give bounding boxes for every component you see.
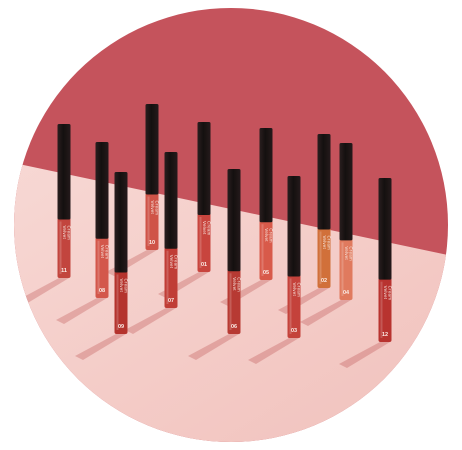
tube-cap [227, 169, 241, 272]
tube-highlight [166, 250, 169, 304]
tube-shadow [56, 298, 107, 324]
tube-label-line2: Cream [297, 282, 302, 297]
tube-shadow [125, 308, 176, 334]
tube-shadow [75, 334, 126, 360]
tube-cap [114, 172, 128, 273]
tube-label-line2: Cream [388, 286, 393, 301]
tube-cap [164, 152, 178, 249]
tube-label-line2: Cream [349, 246, 354, 261]
tube-label-line2: Cream [124, 278, 129, 293]
tube-number: 07 [168, 298, 174, 304]
tube-body [197, 213, 211, 272]
tube-body [145, 192, 159, 250]
tube-label-line1: Velvet [264, 228, 269, 242]
tube-body [164, 246, 178, 308]
tube-cap [259, 128, 273, 223]
lip-gloss-tube: Velvet Cream 11 [57, 124, 72, 278]
tube-label-line1: Velvet [322, 235, 327, 249]
tube-highlight [229, 273, 232, 330]
tube-cap [197, 122, 211, 215]
tube-cap [287, 176, 301, 277]
tube-label-line1: Velvet [119, 278, 124, 292]
tube-cap [95, 142, 109, 239]
lip-gloss-tube: Velvet Cream 08 [95, 142, 110, 298]
tube-body [339, 238, 353, 300]
tube-number: 10 [149, 240, 155, 246]
tube-cap [57, 124, 71, 220]
tube-number: 09 [118, 324, 124, 330]
lip-gloss-tube: Velvet Cream 01 [197, 122, 212, 272]
tube-highlight [261, 224, 264, 276]
tube-number: 08 [99, 288, 105, 294]
tube-shadow [18, 278, 69, 304]
tube-number: 01 [201, 262, 207, 268]
tube-cap [145, 104, 159, 195]
tube-cap [378, 178, 392, 280]
tube-number: 02 [321, 278, 327, 284]
tube-label-line2: Cream [269, 228, 274, 243]
tube-label-line2: Cream [105, 245, 110, 260]
lip-gloss-tube: Velvet Cream 02 [317, 134, 332, 288]
lip-gloss-tube: Velvet Cream 03 [287, 176, 302, 338]
tube-highlight [341, 242, 344, 296]
tube-body [259, 220, 273, 280]
tube-label-line1: Velvet [150, 201, 155, 215]
tube-label-line1: Velvet [100, 245, 105, 259]
tube-label-line1: Velvet [344, 246, 349, 260]
tube-body [114, 270, 128, 334]
tube-label-line2: Cream [237, 277, 242, 292]
tube-shadow [300, 300, 351, 326]
tube-number: 03 [291, 328, 297, 334]
tube-highlight [147, 196, 150, 246]
lip-gloss-tube: Velvet Cream 07 [164, 152, 179, 308]
tube-label-line2: Cream [207, 221, 212, 236]
tube-number: 05 [263, 270, 269, 276]
lip-gloss-tube: Velvet Cream 05 [259, 128, 274, 280]
tube-body [378, 277, 392, 342]
tube-highlight [97, 240, 100, 294]
tube-label-line1: Velvet [202, 221, 207, 235]
tube-body [95, 236, 109, 298]
tube-label-line2: Cream [174, 255, 179, 270]
tube-highlight [319, 231, 322, 284]
tube-cap [317, 134, 331, 230]
lip-gloss-tube: Velvet Cream 10 [145, 104, 160, 250]
tube-highlight [199, 217, 202, 268]
tube-number: 04 [343, 290, 350, 296]
tube-shadow [188, 334, 239, 360]
tube-body [57, 217, 71, 278]
tube-number: 12 [382, 332, 388, 338]
tube-label-line1: Velvet [169, 255, 174, 269]
tube-label-line1: Velvet [292, 282, 297, 296]
tube-label-line2: Cream [327, 235, 332, 250]
tube-highlight [116, 274, 119, 330]
tube-number: 06 [231, 324, 237, 330]
tube-highlight [289, 278, 292, 334]
tube-number: 11 [61, 268, 67, 274]
tube-label-line2: Cream [67, 225, 72, 240]
tube-shadow [339, 342, 390, 368]
tube-body [317, 227, 331, 288]
lip-gloss-tube: Velvet Cream 09 [114, 172, 129, 334]
lip-gloss-tube: Velvet Cream 12 [378, 178, 393, 342]
lip-gloss-tube: Velvet Cream 06 [227, 169, 242, 334]
tube-highlight [59, 221, 62, 274]
tube-label-line2: Cream [155, 201, 160, 216]
tube-body [227, 269, 241, 334]
tube-body [287, 274, 301, 338]
tube-shadow [248, 338, 299, 364]
tube-label-line1: Velvet [232, 277, 237, 291]
tube-highlight [380, 281, 383, 338]
tube-label-line1: Velvet [62, 225, 67, 239]
tube-cap [339, 143, 353, 241]
lip-gloss-tube: Velvet Cream 04 [339, 143, 354, 300]
tube-label-line1: Velvet [383, 286, 388, 300]
